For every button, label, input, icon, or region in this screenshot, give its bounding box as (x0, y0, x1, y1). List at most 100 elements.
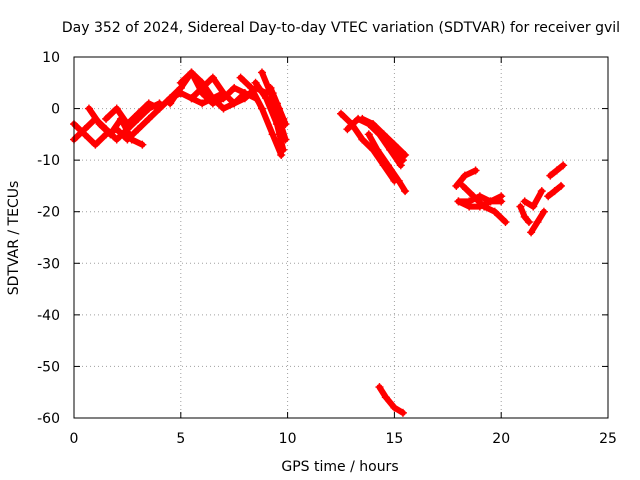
data-point (80, 125, 89, 134)
data-point (557, 181, 566, 190)
data-point (268, 130, 277, 139)
data-point (364, 130, 373, 139)
data-point (134, 109, 143, 118)
data-point (112, 135, 121, 144)
data-point (277, 150, 286, 159)
data-point (102, 125, 111, 134)
series-line-arc-18 (376, 384, 406, 416)
data-point (381, 135, 390, 144)
data-point (257, 104, 266, 113)
data-point (279, 114, 288, 123)
chart-title: Day 352 of 2024, Sidereal Day-to-day VTE… (62, 20, 620, 36)
data-point (134, 125, 143, 134)
data-point (275, 104, 284, 113)
data-point (266, 83, 275, 92)
data-point (236, 73, 245, 82)
x-tick-label: 10 (279, 431, 297, 447)
data-point (112, 104, 121, 113)
data-point (537, 187, 546, 196)
data-point (475, 202, 484, 211)
data-point (198, 99, 207, 108)
data-point (550, 187, 559, 196)
data-traces (71, 69, 567, 416)
data-point (524, 218, 533, 227)
x-tick-label: 15 (385, 431, 403, 447)
data-point (390, 403, 399, 412)
data-point (112, 125, 121, 134)
data-point (486, 197, 495, 206)
series-line-arc-19 (453, 167, 479, 189)
data-point (279, 145, 288, 154)
series-line-arc-6 (177, 69, 259, 107)
data-point (396, 161, 405, 170)
series-line-arc-13 (338, 110, 398, 184)
data-point (394, 176, 403, 185)
x-tick-label: 25 (599, 431, 617, 447)
data-point (272, 99, 281, 108)
data-point (281, 135, 290, 144)
y-axis: -60 -50 -40 -30 -20 -10 0 10 (37, 50, 608, 427)
data-point (527, 228, 536, 237)
data-point (358, 135, 367, 144)
data-point (262, 94, 271, 103)
data-point (187, 68, 196, 77)
data-point (383, 161, 392, 170)
data-point (257, 68, 266, 77)
data-point (198, 83, 207, 92)
y-axis-label: SDTVAR / TECUs (6, 181, 22, 296)
data-point (465, 202, 474, 211)
data-point (176, 78, 185, 87)
data-point (520, 197, 529, 206)
x-axis: 0 5 10 15 20 25 (70, 57, 617, 447)
data-point (490, 207, 499, 216)
data-point (390, 145, 399, 154)
data-point (343, 125, 352, 134)
y-tick-label: 0 (51, 102, 60, 118)
data-point (559, 161, 568, 170)
data-point (102, 114, 111, 123)
y-tick-label: -20 (37, 205, 60, 221)
data-point (208, 99, 217, 108)
data-point (166, 99, 175, 108)
data-point (91, 140, 100, 149)
x-tick-label: 0 (70, 431, 79, 447)
series-line-arc-4 (103, 84, 184, 127)
data-point (95, 120, 104, 129)
data-point (208, 73, 217, 82)
data-point (381, 393, 390, 402)
data-point (219, 104, 228, 113)
data-point (272, 120, 281, 129)
data-point (251, 94, 260, 103)
grid (74, 57, 608, 418)
data-point (546, 171, 555, 180)
data-point (373, 145, 382, 154)
data-point (516, 202, 525, 211)
data-point (469, 192, 478, 201)
data-point (401, 150, 410, 159)
x-tick-label: 20 (492, 431, 510, 447)
plot-frame (73, 56, 609, 419)
data-point (106, 130, 115, 139)
y-tick-label: 10 (42, 50, 60, 66)
data-point (369, 120, 378, 129)
y-tick-label: -10 (37, 153, 60, 169)
series-line-arc-9 (252, 79, 287, 153)
data-point (460, 171, 469, 180)
data-point (144, 99, 153, 108)
data-point (337, 109, 345, 118)
data-point (497, 197, 506, 206)
data-point (471, 166, 480, 175)
data-point (520, 212, 529, 221)
data-markers (70, 68, 568, 417)
data-point (127, 135, 136, 144)
data-point (458, 181, 467, 190)
data-point (347, 120, 356, 129)
data-point (219, 89, 228, 98)
data-point (144, 114, 153, 123)
data-point (187, 94, 196, 103)
data-point (358, 114, 367, 123)
data-point (552, 166, 561, 175)
data-point (398, 408, 407, 417)
data-point (240, 94, 249, 103)
